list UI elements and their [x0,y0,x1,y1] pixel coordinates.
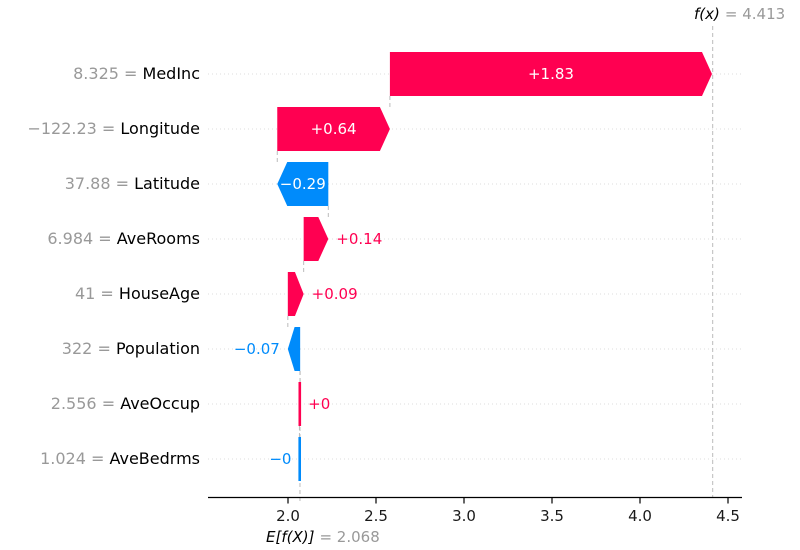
x-tick-label-3.5: 3.5 [540,507,564,525]
bar-houseage [287,272,304,316]
x-tick-label-2.5: 2.5 [364,507,388,525]
bar-value-label-houseage: +0.09 [311,285,358,303]
fx-value: = 4.413 [724,5,786,23]
bar-avebedrms [298,437,302,481]
bar-value-label-avebedrms: −0 [269,450,292,468]
feature-label-population: 322 = Population [61,339,200,358]
bar-value-label-aveoccup: +0 [308,395,331,413]
fx-annotation: f(x) = 4.413 [694,4,785,24]
x-tick-label-3.0: 3.0 [452,507,476,525]
bar-longitude [277,107,390,151]
expected-value-symbol: E[f(X)] [266,528,315,546]
bar-population [287,327,301,371]
bar-value-label-averooms: +0.14 [336,230,383,248]
fx-symbol: f(x) [694,5,720,23]
bar-medinc [389,52,712,96]
bar-value-label-latitude: −0.29 [279,175,326,193]
bar-value-label-population: −0.07 [233,340,280,358]
expected-value-number: = 2.068 [319,528,380,546]
bar-latitude [277,162,329,206]
feature-label-avebedrms: 1.024 = AveBedrms [40,449,200,468]
feature-label-houseage: 41 = HouseAge [74,284,200,303]
feature-label-averooms: 6.984 = AveRooms [47,229,200,248]
feature-label-longitude: −122.23 = Longitude [27,119,200,138]
feature-label-latitude: 37.88 = Latitude [64,174,200,193]
bar-aveoccup [298,382,302,426]
feature-label-aveoccup: 2.556 = AveOccup [50,394,200,413]
x-tick-label-2.0: 2.0 [276,507,300,525]
bar-value-label-longitude: +0.64 [310,120,357,138]
expected-value-annotation: E[f(X)] = 2.068 [266,527,380,547]
x-tick-label-4.0: 4.0 [628,507,652,525]
bar-value-label-medinc: +1.83 [527,65,574,83]
x-tick-label-4.5: 4.5 [716,507,740,525]
bar-averooms [303,217,329,261]
feature-label-medinc: 8.325 = MedInc [73,64,200,83]
